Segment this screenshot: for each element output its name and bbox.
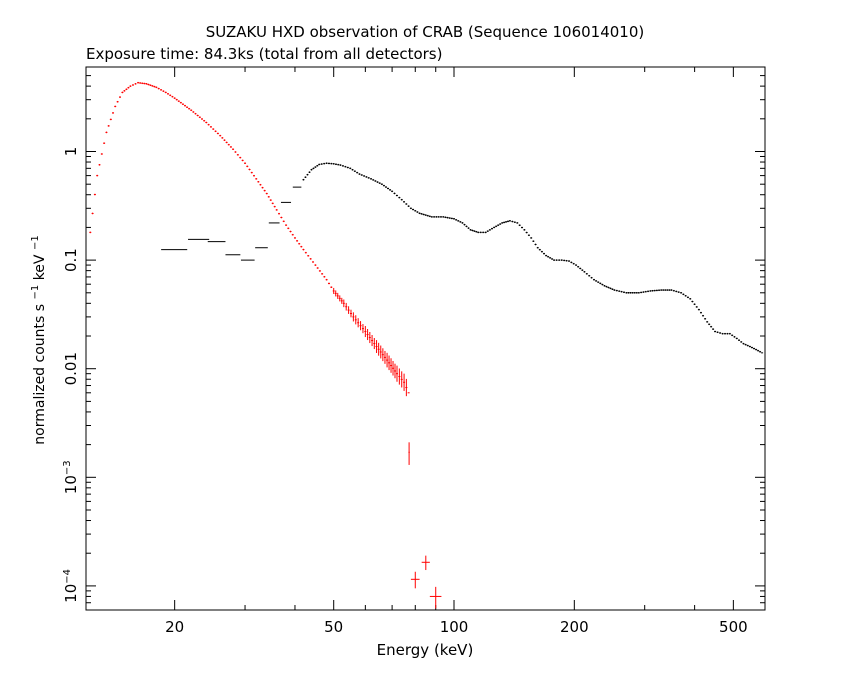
x-tick-label: 100	[440, 618, 469, 636]
y-axis-label-sup2: −1	[30, 235, 41, 250]
y-axis-label: normalized counts s −1 keV −1	[26, 235, 48, 444]
series-1	[161, 162, 764, 354]
chart-title: SUZAKU HXD observation of CRAB (Sequence…	[206, 23, 645, 41]
x-tick-label: 20	[165, 618, 184, 636]
x-tick-label: 500	[719, 618, 748, 636]
y-tick-label: 0.01	[62, 352, 80, 385]
series-0	[89, 81, 442, 609]
axis-tick-labels: 20 50 100 200 500 10−4 10−3 0.01 0.1 1	[62, 147, 748, 636]
y-tick-label: 0.1	[62, 248, 80, 272]
y-tick-label: 1	[62, 147, 80, 157]
plot-frame	[85, 66, 766, 611]
y-tick-label: 10−4	[62, 569, 80, 603]
axis-ticks	[86, 66, 766, 611]
y-axis-label-main: normalized counts s	[32, 304, 48, 445]
x-tick-label: 200	[560, 618, 589, 636]
data-series	[89, 81, 764, 609]
y-tick-label: 10−3	[62, 460, 80, 494]
x-tick-label: 50	[324, 618, 343, 636]
y-axis-label-sup1: −1	[30, 285, 41, 300]
y-axis-label-mid: keV	[32, 254, 48, 280]
chart-subtitle: Exposure time: 84.3ks (total from all de…	[86, 45, 442, 63]
x-axis-label: Energy (keV)	[377, 641, 474, 659]
